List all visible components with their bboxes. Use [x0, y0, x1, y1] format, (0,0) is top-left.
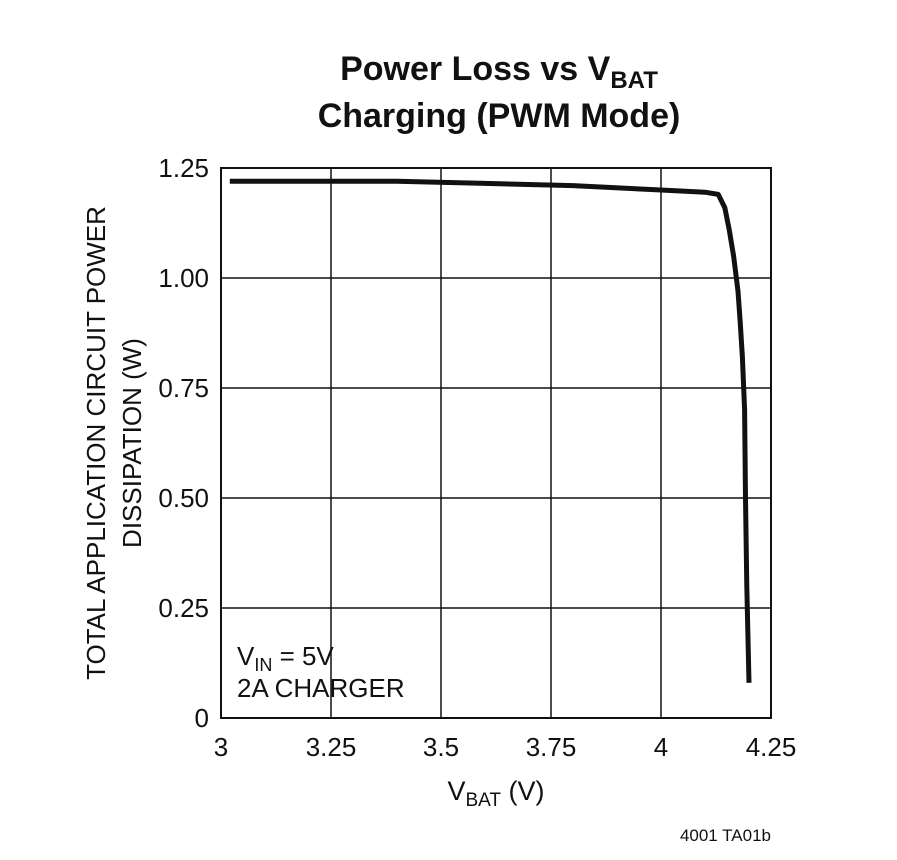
- y-tick-label: 1.00: [158, 263, 209, 293]
- chart-title-sub: BAT: [610, 67, 658, 94]
- x-tick-label: 4.25: [746, 732, 797, 762]
- x-tick-label: 4: [654, 732, 668, 762]
- x-tick-labels: 3 3.25 3.5 3.75 4 4.25: [214, 732, 797, 762]
- annotation-vin-main: V: [237, 641, 255, 671]
- annotation-vin-sub: IN: [254, 655, 272, 675]
- y-axis-label-line1: TOTAL APPLICATION CIRCUIT POWER: [81, 206, 111, 680]
- y-tick-labels: 0 0.25 0.50 0.75 1.00 1.25: [158, 153, 209, 733]
- x-tick-label: 3.5: [423, 732, 459, 762]
- chart-title-line1: Power Loss vs VBAT: [340, 50, 658, 94]
- grid-lines: [221, 168, 771, 718]
- series-group: [229, 178, 752, 683]
- y-tick-label: 0: [195, 703, 209, 733]
- y-tick-label: 0.50: [158, 483, 209, 513]
- x-tick-label: 3.75: [526, 732, 577, 762]
- y-tick-label: 1.25: [158, 153, 209, 183]
- annotation-vin-rest: = 5V: [272, 641, 334, 671]
- chart-title-line2: Charging (PWM Mode): [318, 97, 681, 135]
- y-axis-label-line2: DISSIPATION (W): [117, 338, 147, 548]
- x-axis-label-sub: BAT: [465, 790, 501, 811]
- y-tick-label: 0.25: [158, 593, 209, 623]
- x-axis-label-main: V: [447, 776, 465, 806]
- figure-id: 4001 TA01b: [680, 826, 771, 845]
- x-tick-label: 3: [214, 732, 228, 762]
- plot-frame: [220, 167, 772, 719]
- x-tick-label: 3.25: [306, 732, 357, 762]
- series-line-power-loss: [229, 178, 752, 683]
- x-axis-label-unit: (V): [501, 776, 545, 806]
- x-axis-label: VBAT (V): [447, 776, 544, 811]
- y-tick-label: 0.75: [158, 373, 209, 403]
- chart-title-main: Power Loss vs V: [340, 50, 611, 88]
- annotation-vin: VIN = 5V: [237, 641, 334, 675]
- annotation-charger: 2A CHARGER: [237, 673, 405, 703]
